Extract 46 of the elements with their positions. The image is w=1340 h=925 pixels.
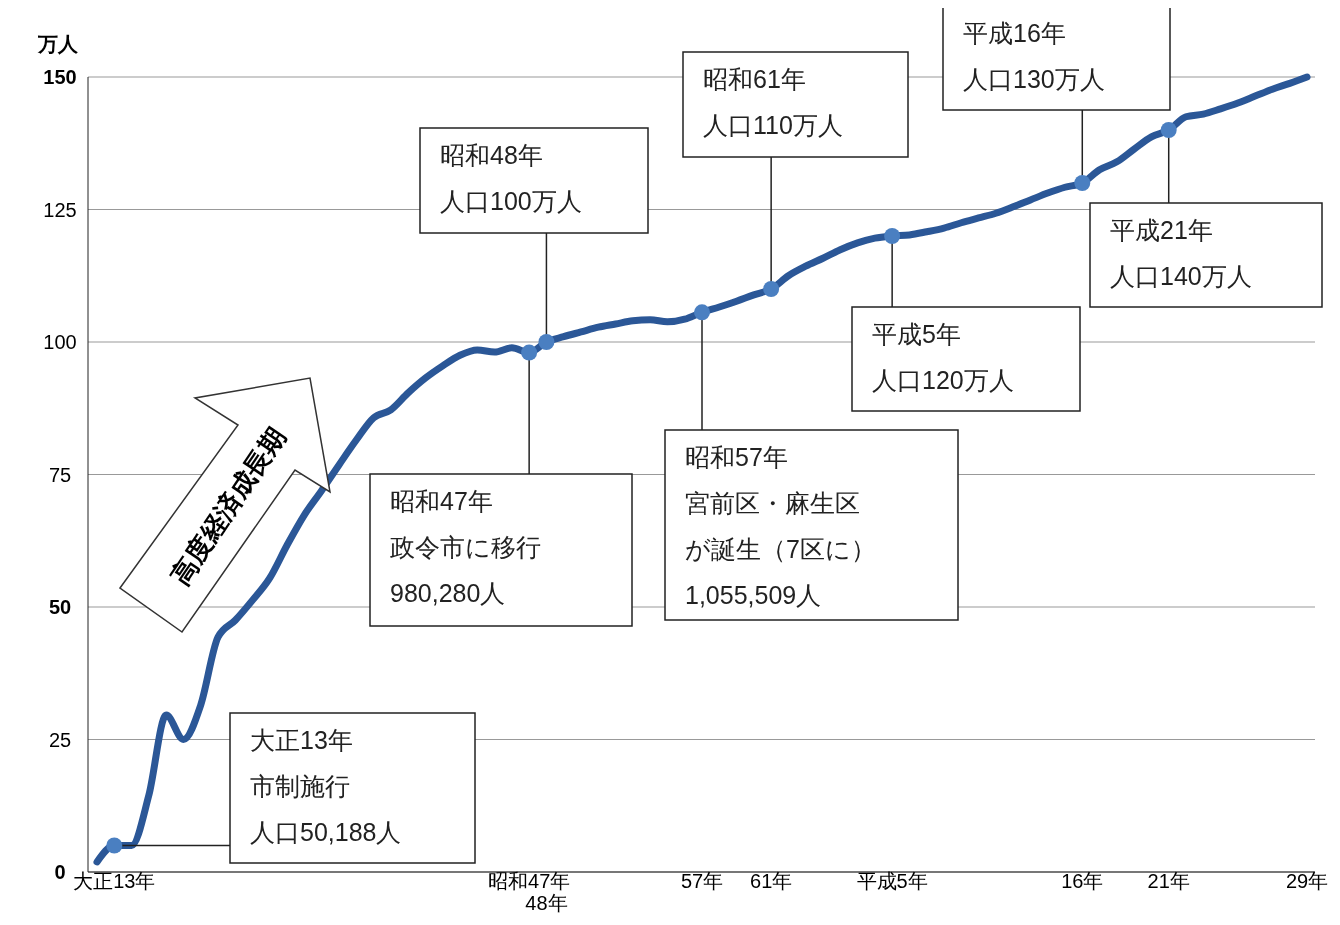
x-tick-label: 57年 xyxy=(680,870,724,892)
annotation: 昭和57年 xyxy=(685,443,788,471)
x-tick-label: 48年 xyxy=(525,892,568,914)
annotation: 人口130万人 xyxy=(963,65,1105,93)
point xyxy=(884,228,901,244)
annotation: 宮前区・麻生区 xyxy=(685,489,860,517)
annotation: 高度経済成長期 xyxy=(164,422,292,590)
x-tick-label: 29年 xyxy=(1285,870,1329,892)
point xyxy=(538,334,555,350)
point xyxy=(763,281,780,297)
point xyxy=(521,344,538,361)
point xyxy=(1074,175,1091,191)
annotation: 市制施行 xyxy=(250,772,350,800)
annotation: 昭和61年 xyxy=(703,65,806,93)
annotation: 人口120万人 xyxy=(872,366,1014,394)
y-tick-label: 125 xyxy=(43,198,77,221)
x-tick-label: 平成5年 xyxy=(856,870,928,892)
y-tick-label: 150 xyxy=(43,66,77,88)
annotation: 昭和47年 xyxy=(390,487,493,515)
y-tick-label: 25 xyxy=(48,728,72,751)
x-tick-label: 21年 xyxy=(1147,870,1190,892)
x-tick-label: 昭和47年 xyxy=(488,870,571,892)
annotation: 人口50,188人 xyxy=(250,818,402,846)
y-axis-title: 万人 xyxy=(37,33,79,55)
x-tick-label: 16年 xyxy=(1061,870,1104,892)
annotation: 昭和48年 xyxy=(440,141,543,169)
point xyxy=(694,304,710,321)
annotation: 980,280人 xyxy=(390,579,506,607)
annotation: 人口140万人 xyxy=(1110,262,1252,290)
annotation: 大正13年 xyxy=(250,726,353,754)
y-tick-label: 0 xyxy=(54,861,66,883)
x-tick-label: 大正13年 xyxy=(73,870,156,892)
annotation: 平成5年 xyxy=(872,320,961,348)
annotation: が誕生（7区に） xyxy=(685,535,876,563)
y-tick-label: 50 xyxy=(48,596,72,618)
text: 平成16年 xyxy=(963,19,1066,47)
annotation: 人口100万人 xyxy=(440,187,582,215)
y-tick-label: 100 xyxy=(43,331,77,353)
point xyxy=(106,837,123,854)
annotation: 平成21年 xyxy=(1110,216,1213,244)
annotation: 人口110万人 xyxy=(703,111,843,139)
annotation: 1,055,509人 xyxy=(685,581,822,609)
point xyxy=(1160,122,1177,138)
annotation: 政令市に移行 xyxy=(390,533,541,561)
y-tick-label: 75 xyxy=(48,463,72,486)
x-tick-label: 61年 xyxy=(750,870,793,892)
